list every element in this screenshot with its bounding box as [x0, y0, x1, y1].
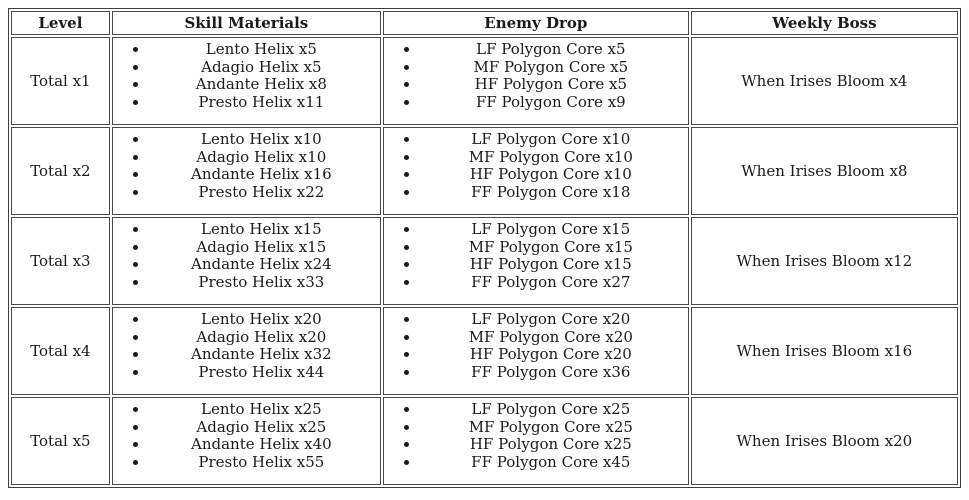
skill-materials-cell: Lento Helix x10 Adagio Helix x10 Andante…: [111, 127, 381, 215]
list-item: MF Polygon Core x25: [420, 418, 682, 437]
list-item: HF Polygon Core x10: [420, 165, 682, 184]
level-cell: Total x4: [11, 307, 110, 395]
table-row: Total x3 Lento Helix x15 Adagio Helix x1…: [11, 217, 958, 305]
list-item: Andante Helix x8: [149, 75, 374, 94]
skill-materials-list: Lento Helix x20 Adagio Helix x20 Andante…: [115, 310, 378, 382]
level-cell: Total x2: [11, 127, 110, 215]
table-row: Total x1 Lento Helix x5 Adagio Helix x5 …: [11, 37, 958, 125]
header-enemy-drop: Enemy Drop: [382, 11, 689, 35]
list-item: Presto Helix x55: [149, 453, 374, 472]
skill-materials-cell: Lento Helix x25 Adagio Helix x25 Andante…: [111, 397, 381, 485]
weekly-boss-cell: When Irises Bloom x4: [690, 37, 958, 125]
enemy-drop-cell: LF Polygon Core x20 MF Polygon Core x20 …: [382, 307, 689, 395]
weekly-boss-cell: When Irises Bloom x16: [690, 307, 958, 395]
list-item: MF Polygon Core x10: [420, 148, 682, 167]
skill-materials-list: Lento Helix x5 Adagio Helix x5 Andante H…: [115, 40, 378, 112]
list-item: LF Polygon Core x15: [420, 220, 682, 239]
list-item: Lento Helix x15: [149, 220, 374, 239]
list-item: FF Polygon Core x18: [420, 183, 682, 202]
list-item: Presto Helix x11: [149, 93, 374, 112]
list-item: LF Polygon Core x20: [420, 310, 682, 329]
enemy-drop-list: LF Polygon Core x20 MF Polygon Core x20 …: [386, 310, 686, 382]
weekly-boss-cell: When Irises Bloom x20: [690, 397, 958, 485]
level-cell: Total x1: [11, 37, 110, 125]
list-item: Adagio Helix x15: [149, 238, 374, 257]
header-level: Level: [11, 11, 110, 35]
table-row: Total x2 Lento Helix x10 Adagio Helix x1…: [11, 127, 958, 215]
weekly-boss-cell: When Irises Bloom x12: [690, 217, 958, 305]
enemy-drop-cell: LF Polygon Core x5 MF Polygon Core x5 HF…: [382, 37, 689, 125]
list-item: HF Polygon Core x5: [420, 75, 682, 94]
enemy-drop-cell: LF Polygon Core x10 MF Polygon Core x10 …: [382, 127, 689, 215]
list-item: Andante Helix x16: [149, 165, 374, 184]
skill-materials-cell: Lento Helix x5 Adagio Helix x5 Andante H…: [111, 37, 381, 125]
list-item: Presto Helix x22: [149, 183, 374, 202]
list-item: HF Polygon Core x25: [420, 435, 682, 454]
list-item: Lento Helix x10: [149, 130, 374, 149]
level-cell: Total x5: [11, 397, 110, 485]
level-cell: Total x3: [11, 217, 110, 305]
list-item: FF Polygon Core x27: [420, 273, 682, 292]
list-item: FF Polygon Core x45: [420, 453, 682, 472]
skill-materials-list: Lento Helix x10 Adagio Helix x10 Andante…: [115, 130, 378, 202]
list-item: Andante Helix x24: [149, 255, 374, 274]
list-item: MF Polygon Core x20: [420, 328, 682, 347]
list-item: Adagio Helix x20: [149, 328, 374, 347]
materials-table: Level Skill Materials Enemy Drop Weekly …: [8, 8, 961, 488]
skill-materials-list: Lento Helix x25 Adagio Helix x25 Andante…: [115, 400, 378, 472]
list-item: MF Polygon Core x5: [420, 58, 682, 77]
table-header-row: Level Skill Materials Enemy Drop Weekly …: [11, 11, 958, 35]
list-item: Andante Helix x40: [149, 435, 374, 454]
list-item: Lento Helix x5: [149, 40, 374, 59]
list-item: MF Polygon Core x15: [420, 238, 682, 257]
weekly-boss-cell: When Irises Bloom x8: [690, 127, 958, 215]
enemy-drop-cell: LF Polygon Core x25 MF Polygon Core x25 …: [382, 397, 689, 485]
list-item: Presto Helix x44: [149, 363, 374, 382]
skill-materials-cell: Lento Helix x15 Adagio Helix x15 Andante…: [111, 217, 381, 305]
header-weekly-boss: Weekly Boss: [690, 11, 958, 35]
list-item: Adagio Helix x25: [149, 418, 374, 437]
list-item: Lento Helix x25: [149, 400, 374, 419]
skill-materials-cell: Lento Helix x20 Adagio Helix x20 Andante…: [111, 307, 381, 395]
list-item: Presto Helix x33: [149, 273, 374, 292]
list-item: FF Polygon Core x9: [420, 93, 682, 112]
header-skill-materials: Skill Materials: [111, 11, 381, 35]
list-item: HF Polygon Core x15: [420, 255, 682, 274]
list-item: Adagio Helix x10: [149, 148, 374, 167]
enemy-drop-cell: LF Polygon Core x15 MF Polygon Core x15 …: [382, 217, 689, 305]
list-item: LF Polygon Core x25: [420, 400, 682, 419]
skill-materials-list: Lento Helix x15 Adagio Helix x15 Andante…: [115, 220, 378, 292]
enemy-drop-list: LF Polygon Core x5 MF Polygon Core x5 HF…: [386, 40, 686, 112]
table-row: Total x4 Lento Helix x20 Adagio Helix x2…: [11, 307, 958, 395]
enemy-drop-list: LF Polygon Core x10 MF Polygon Core x10 …: [386, 130, 686, 202]
list-item: Andante Helix x32: [149, 345, 374, 364]
list-item: LF Polygon Core x5: [420, 40, 682, 59]
list-item: FF Polygon Core x36: [420, 363, 682, 382]
list-item: LF Polygon Core x10: [420, 130, 682, 149]
list-item: Lento Helix x20: [149, 310, 374, 329]
table-row: Total x5 Lento Helix x25 Adagio Helix x2…: [11, 397, 958, 485]
list-item: Adagio Helix x5: [149, 58, 374, 77]
enemy-drop-list: LF Polygon Core x25 MF Polygon Core x25 …: [386, 400, 686, 472]
enemy-drop-list: LF Polygon Core x15 MF Polygon Core x15 …: [386, 220, 686, 292]
list-item: HF Polygon Core x20: [420, 345, 682, 364]
